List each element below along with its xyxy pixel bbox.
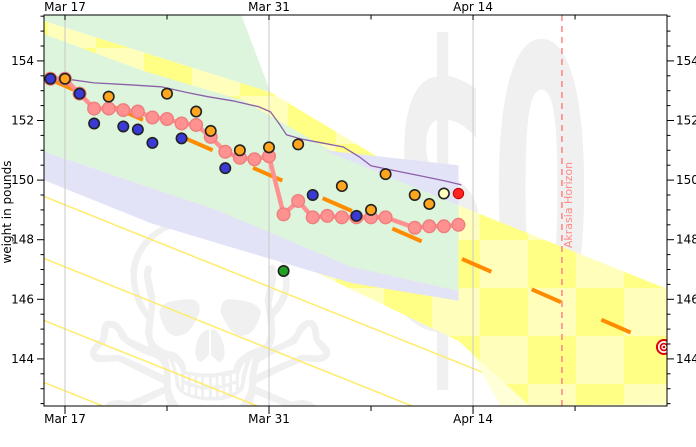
- rosy-dot: [407, 220, 422, 235]
- rosy-dot: [451, 217, 466, 232]
- rosy-dot: [116, 103, 131, 118]
- rosy-dot: [247, 152, 262, 167]
- rosy-dot: [87, 101, 102, 116]
- datapoint-orange: [379, 168, 392, 181]
- datapoint-orange: [423, 197, 436, 210]
- x-tick-label-top: Mar 31: [248, 0, 290, 14]
- y-tick-label: 144: [11, 352, 34, 366]
- rosy-dot: [436, 219, 451, 234]
- datapoint-orange: [408, 189, 421, 202]
- datapoint-blue: [73, 87, 86, 100]
- guide-line: [44, 257, 415, 406]
- rosy-line: [50, 76, 459, 231]
- datapoint-orange: [233, 144, 246, 157]
- datapoint-blue: [131, 123, 144, 136]
- datapoint-blue: [175, 132, 188, 145]
- x-tick-label-bottom: Mar 17: [44, 412, 86, 426]
- region-green-upper-wedge: [44, 15, 271, 93]
- x-tick-label-bottom: Apr 14: [453, 412, 493, 426]
- rosy-dot: [378, 210, 393, 225]
- rosy-dot: [130, 104, 145, 119]
- rosy-dot: [305, 210, 320, 225]
- y-tick-label: 146: [676, 292, 696, 306]
- y-tick-label: 150: [11, 173, 34, 187]
- region-aura-upper: [324, 150, 459, 206]
- rosy-dot: [422, 219, 437, 234]
- datapoint-orange: [102, 90, 115, 103]
- y-tick-label: 152: [676, 113, 696, 127]
- datapoint-orange: [58, 72, 71, 85]
- x-tick-label-bottom: Mar 31: [248, 412, 290, 426]
- bullseye-icon: [662, 345, 666, 349]
- datapoint-green: [277, 264, 290, 277]
- rosy-dot: [218, 144, 233, 159]
- datapoint-orange: [292, 138, 305, 151]
- x-tick-label-top: Mar 17: [44, 0, 86, 14]
- rosy-dot: [291, 193, 306, 208]
- rosy-dot: [174, 116, 189, 131]
- y-tick-label: 144: [676, 352, 696, 366]
- datapoint-orange: [335, 180, 348, 193]
- guide-line: [44, 319, 260, 406]
- rosy-dot: [159, 112, 174, 127]
- y-tick-label: 148: [11, 233, 34, 247]
- y-tick-label: 146: [11, 292, 34, 306]
- datapoint-orange: [365, 203, 378, 216]
- datapoint-blue: [146, 136, 159, 149]
- datapoint-blue: [306, 189, 319, 202]
- y-tick-label: 152: [11, 113, 34, 127]
- y-tick-label: 148: [676, 233, 696, 247]
- datapoint-blue: [44, 72, 57, 85]
- rosy-dot: [276, 207, 291, 222]
- rosy-dot: [320, 208, 335, 223]
- rosy-dot: [145, 110, 160, 125]
- road-centerline: [44, 74, 665, 349]
- datapoint-cream: [437, 187, 450, 200]
- datapoint-orange: [190, 105, 203, 118]
- datapoint-blue: [219, 162, 232, 175]
- rosy-dot: [189, 117, 204, 132]
- datapoint-blue: [350, 209, 363, 222]
- x-tick-label-top: Apr 14: [453, 0, 493, 14]
- datapoint-orange: [263, 141, 276, 154]
- akrasia-horizon-label: Akrasia Horizon: [562, 162, 575, 248]
- region-aura-lower: [44, 151, 459, 301]
- datapoint-orange: [204, 124, 217, 137]
- rosy-dot: [334, 210, 349, 225]
- rosy-dot: [101, 101, 116, 116]
- plot-border: [43, 14, 668, 407]
- datapoint-blue: [117, 120, 130, 133]
- datapoint-red: [452, 187, 465, 200]
- y-axis-title: weight in pounds: [0, 160, 14, 263]
- y-tick-label: 154: [676, 54, 696, 68]
- y-tick-label: 154: [11, 54, 34, 68]
- y-tick-label: 150: [676, 173, 696, 187]
- datapoint-orange: [160, 87, 173, 100]
- datapoint-blue: [88, 117, 101, 130]
